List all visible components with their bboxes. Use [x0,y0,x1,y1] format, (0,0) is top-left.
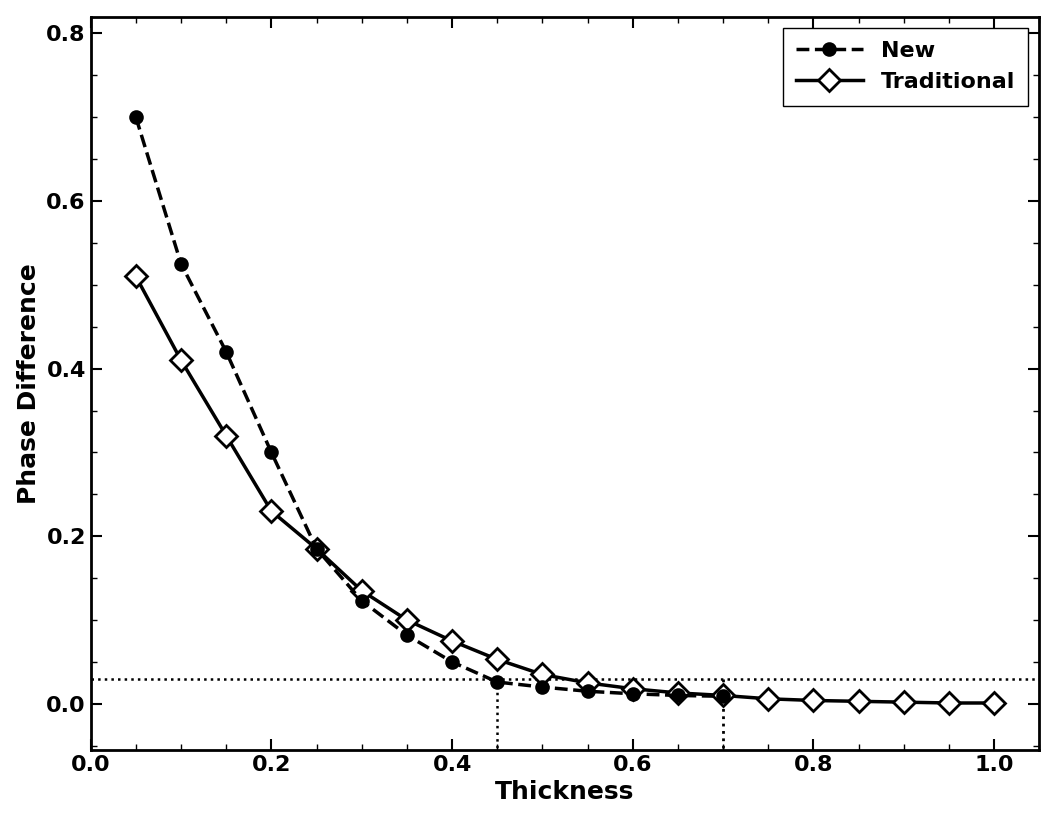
New [220,347,232,357]
Traditional [717,690,730,700]
New [491,677,504,687]
New [265,447,278,457]
New [536,682,549,692]
New [717,691,730,701]
Line: Traditional: Traditional [128,268,1002,711]
New [626,689,639,699]
Traditional [400,615,413,625]
New [310,544,323,553]
Traditional [310,544,323,553]
Traditional [130,272,143,282]
Traditional [220,431,232,441]
New [446,657,458,667]
Traditional [672,688,684,698]
Traditional [898,697,910,707]
Traditional [762,694,775,704]
Traditional [626,684,639,694]
Traditional [265,507,278,516]
New [356,596,369,606]
X-axis label: Thickness: Thickness [495,780,635,805]
Y-axis label: Phase Difference: Phase Difference [17,263,41,503]
New [672,690,684,700]
Traditional [491,654,504,664]
Traditional [446,636,458,646]
New [130,112,143,122]
Traditional [807,695,819,705]
New [400,631,413,640]
Traditional [356,585,369,595]
Traditional [987,698,1000,708]
Traditional [174,355,187,365]
Line: New: New [130,111,730,703]
New [581,686,593,696]
Legend: New, Traditional: New, Traditional [782,28,1029,106]
Traditional [536,670,549,680]
New [174,259,187,268]
Traditional [581,678,593,688]
Traditional [852,696,865,706]
Traditional [943,698,956,708]
